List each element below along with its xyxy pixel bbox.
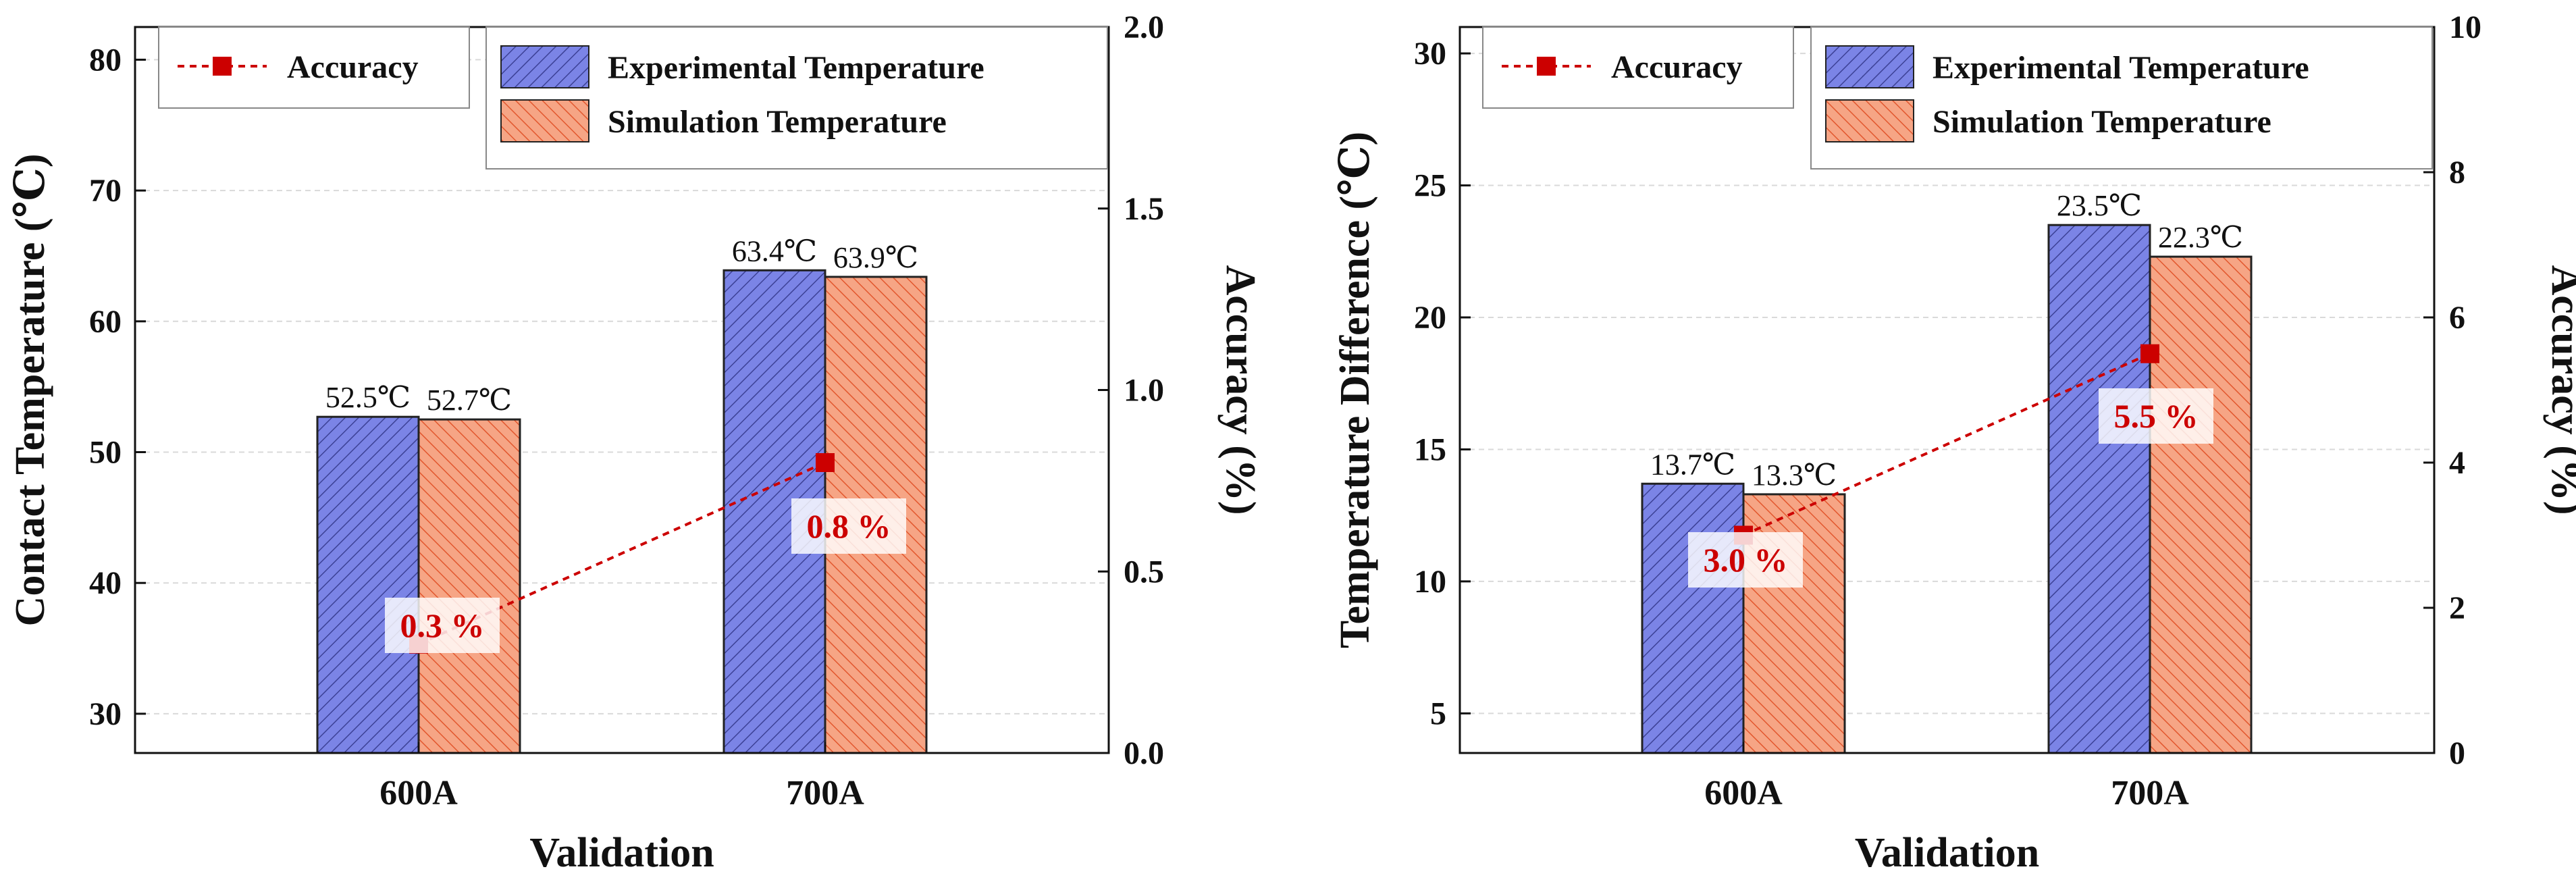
y-tick-label: 20 bbox=[1414, 300, 1446, 336]
bar-value-label: 23.5℃ bbox=[2057, 189, 2142, 222]
bar-value-label: 52.7℃ bbox=[427, 384, 512, 417]
legend-accuracy-marker bbox=[1537, 57, 1556, 76]
bar-simulation bbox=[417, 418, 521, 754]
legend-accuracy-marker bbox=[213, 57, 232, 76]
y-tick-label: 50 bbox=[89, 435, 122, 471]
accuracy-label: 3.0 % bbox=[1704, 541, 1788, 579]
y-axis-title: Contact Temperature (℃) bbox=[7, 154, 53, 627]
chart-right: 13.7℃23.5℃13.3℃22.3℃3.0 %5.5 %5101520253… bbox=[1332, 9, 2576, 876]
bar-value-label: 52.5℃ bbox=[325, 381, 411, 414]
accuracy-label: 5.5 % bbox=[2114, 397, 2199, 435]
bar-experimental bbox=[316, 415, 420, 754]
y2-axis-title: Accuracy (%) bbox=[1217, 265, 1263, 515]
x-tick-label: 600A bbox=[1704, 774, 1783, 812]
x-tick-label: 600A bbox=[379, 774, 458, 812]
legend-accuracy-label: Accuracy bbox=[287, 49, 419, 85]
legend-accuracy-box bbox=[158, 26, 470, 109]
y-axis-title: Temperature Difference (℃) bbox=[1332, 132, 1378, 648]
bar-value-label: 63.4℃ bbox=[732, 234, 817, 267]
y-tick-label: 40 bbox=[89, 565, 122, 601]
y2-tick-label: 10 bbox=[2449, 9, 2481, 45]
legend-accuracy-box bbox=[1482, 26, 1794, 109]
y-tick-label: 5 bbox=[1430, 696, 1446, 731]
y2-tick-label: 0 bbox=[2449, 735, 2465, 771]
y2-tick-label: 6 bbox=[2449, 300, 2465, 336]
x-axis-title: Validation bbox=[1855, 830, 2039, 876]
y2-tick-label: 8 bbox=[2449, 155, 2465, 190]
accuracy-label-bg bbox=[2099, 388, 2213, 444]
y-tick-label: 70 bbox=[89, 173, 122, 209]
y2-tick-label: 2.0 bbox=[1124, 9, 1164, 45]
legend-swatch-simulation bbox=[500, 99, 589, 142]
bar-value-label: 13.7℃ bbox=[1650, 448, 1735, 481]
legend-swatch-simulation bbox=[1825, 99, 1914, 142]
y2-tick-label: 0.0 bbox=[1124, 735, 1164, 771]
accuracy-point bbox=[2140, 344, 2159, 363]
y-tick-label: 25 bbox=[1414, 168, 1446, 204]
legend-bars-box bbox=[1810, 26, 2433, 170]
y2-axis-title: Accuracy (%) bbox=[2543, 265, 2576, 515]
bar-experimental bbox=[2047, 224, 2151, 754]
legend-series-label: Experimental Temperature bbox=[608, 50, 984, 86]
y2-tick-label: 1.0 bbox=[1124, 373, 1164, 409]
legend-bars-box bbox=[485, 26, 1108, 170]
bar-value-label: 63.9℃ bbox=[833, 241, 918, 274]
y2-tick-label: 4 bbox=[2449, 445, 2465, 481]
bar-value-label: 13.3℃ bbox=[1752, 459, 1837, 492]
legend-series-label: Simulation Temperature bbox=[608, 104, 947, 140]
accuracy-point bbox=[816, 453, 835, 472]
chart-left: 52.5℃ 63.4℃ 52.7℃ 63.9℃ 0.3 % 0.8 % 30 40 50 60 70… bbox=[7, 9, 1263, 876]
legend-accuracy-label: Accuracy bbox=[1611, 49, 1743, 85]
y-tick-label: 10 bbox=[1414, 564, 1446, 600]
legend-swatch-experimental bbox=[1825, 45, 1914, 88]
legend-series-label: Simulation Temperature bbox=[1933, 104, 2271, 140]
y-tick-label: 30 bbox=[1414, 36, 1446, 72]
y2-tick-label: 1.5 bbox=[1124, 191, 1164, 227]
accuracy-label-bg bbox=[1688, 532, 1803, 588]
accuracy-label-bg bbox=[791, 498, 906, 554]
y2-tick-label: 2 bbox=[2449, 590, 2465, 626]
legend-swatch-experimental bbox=[500, 45, 589, 88]
accuracy-label: 0.3 % bbox=[400, 606, 485, 644]
y-tick-label: 30 bbox=[89, 696, 122, 732]
x-tick-label: 700A bbox=[786, 774, 864, 812]
bar-experimental bbox=[1641, 482, 1745, 754]
bar-simulation bbox=[2149, 255, 2253, 754]
y-tick-label: 60 bbox=[89, 304, 122, 340]
accuracy-label-bg bbox=[385, 598, 500, 653]
accuracy-label: 0.8 % bbox=[807, 507, 891, 545]
y2-tick-label: 0.5 bbox=[1124, 554, 1164, 590]
x-tick-label: 700A bbox=[2111, 774, 2189, 812]
bar-value-label: 22.3℃ bbox=[2158, 221, 2243, 254]
legend-series-label: Experimental Temperature bbox=[1933, 50, 2309, 86]
x-axis-title: Validation bbox=[529, 830, 714, 876]
accuracy-line bbox=[1743, 352, 2151, 537]
y-tick-label: 80 bbox=[89, 42, 122, 78]
y-tick-label: 15 bbox=[1414, 432, 1446, 467]
